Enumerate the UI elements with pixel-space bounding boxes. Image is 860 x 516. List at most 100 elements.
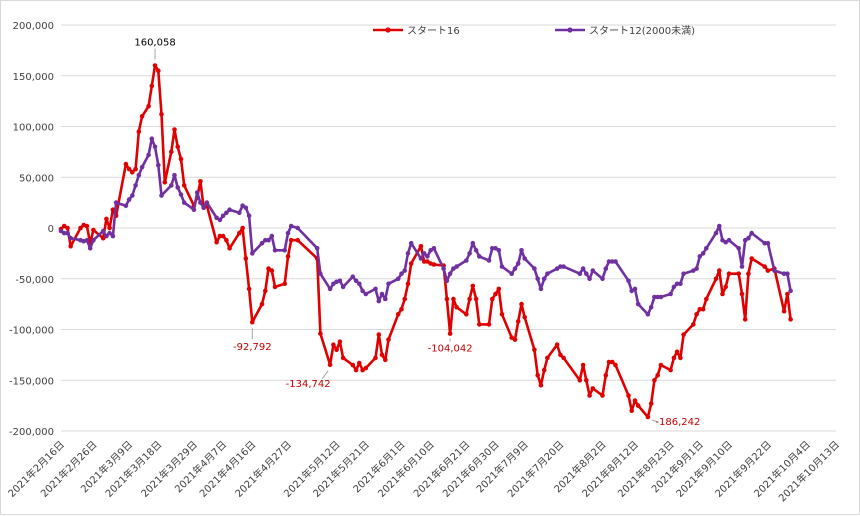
series-1-point [334,347,339,353]
series-1-point [561,355,566,361]
series-2-point [220,213,226,219]
series-1-point [331,342,336,348]
series-2-point [473,248,479,253]
series-1-point [246,286,252,292]
series-1-point [340,355,346,361]
series-2-point [246,213,252,219]
series-2-point [126,197,132,202]
series-1-point [285,254,291,259]
series-2-point [266,237,271,243]
y-tick-label: 200,000 [13,21,54,32]
series-1-point [454,304,459,310]
series-1-point [470,283,476,289]
series-1-point [227,246,232,251]
series-1-point [240,225,245,231]
series-2-point [159,193,164,198]
series-1-point [84,223,90,229]
series-1-point [626,393,631,398]
series-2-point [655,294,660,300]
series-2-point [91,237,96,243]
series-2-point [749,230,754,236]
series-1-point [606,359,612,365]
series-1-point [519,301,524,307]
series-1-point [149,83,155,89]
annotation-label: -186,242 [655,417,700,428]
annotation-leader [321,370,329,380]
series-2-point [610,259,615,264]
series-1-point [512,337,518,342]
series-2-point [425,254,430,259]
series-1-point [742,317,748,322]
series-1-point [386,337,391,342]
series-2-point [288,223,294,229]
series-1-point [78,225,83,231]
series-2-point [214,215,219,221]
series-1-point [788,317,793,322]
series-2-point [726,237,732,243]
series-2-point [603,266,609,271]
series-2-point [100,228,106,234]
series-2-point [490,246,495,251]
series-2-point [538,286,544,292]
series-1-point [169,149,174,155]
series-2-point [700,251,706,256]
series-2-point [181,200,187,205]
series-2-point [519,248,524,253]
series-1-point [447,331,453,336]
series-1-point [726,271,732,277]
series-1-point [746,271,751,277]
series-1-point [123,161,129,167]
series-1-point [350,362,356,368]
series-2-point [512,266,518,271]
series-1-point [681,332,686,337]
y-tick-label: 100,000 [13,123,54,134]
series-1-point [172,127,177,132]
series-1-point [736,271,741,277]
series-1-point [671,355,677,361]
series-1-point [178,156,184,162]
series-1-point [499,312,505,317]
series-1-point [635,403,641,408]
series-1-point [678,355,683,361]
series-1-point [104,216,109,222]
series-1-point [288,237,294,243]
y-tick-label: 0 [48,224,54,235]
series-2-point [723,239,728,245]
y-tick-label: -150,000 [9,376,54,387]
series-2-point [694,266,699,271]
series-2-point [263,237,268,243]
series-2-point [87,246,93,251]
series-2-point [204,200,210,205]
x-tick-label: 2021年2月16日 [5,438,67,500]
series-1-point [629,408,634,414]
series-1-point [652,378,657,383]
series-1-point [655,372,660,378]
series-2-point [674,281,680,287]
series-2-point [237,210,242,216]
series-2-point [668,291,673,297]
series-2-point [386,281,391,287]
series-1-point [162,180,168,185]
series-1-point [697,306,703,312]
series-2-point [431,246,437,251]
series-2-point [447,271,453,277]
series-1-point [383,357,388,363]
series-1-point [237,230,242,236]
series-2-point [259,240,265,246]
series-2-point [486,258,492,263]
series-1-point [522,315,527,320]
series-2-point [373,286,378,292]
series-1-point [357,360,362,366]
annotation-label: -92,792 [233,342,272,353]
series-2-point [224,210,229,216]
series-2-point [282,248,288,253]
series-2-point [295,225,301,231]
series-1-point [713,276,719,282]
y-tick-label: 150,000 [13,72,54,83]
series-1-point [220,233,226,239]
series-1-point [739,291,745,297]
series-1-point [765,268,771,273]
series-2-point [704,246,709,251]
series-2-point [110,233,116,239]
